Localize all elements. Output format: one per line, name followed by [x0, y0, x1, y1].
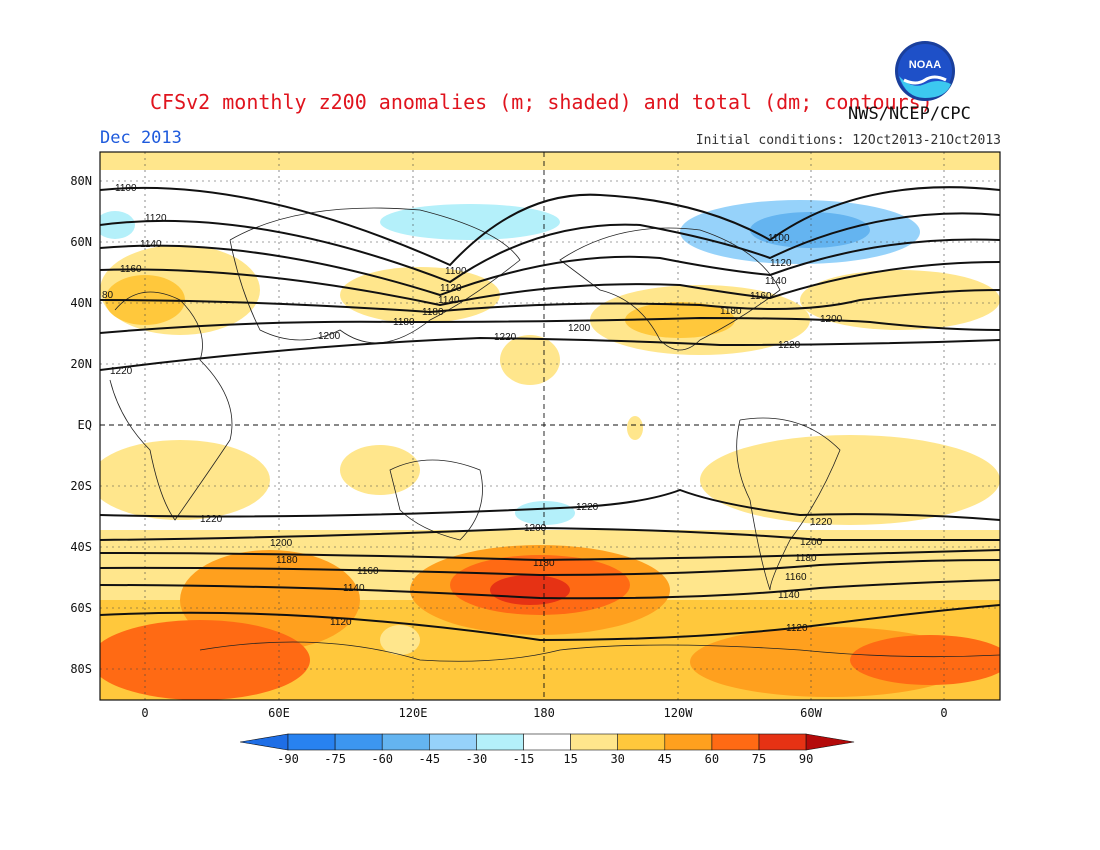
contour-label: 1100 — [445, 266, 467, 277]
contour-label: 1200 — [270, 538, 293, 549]
contour-label: 1140 — [343, 583, 365, 594]
contour-label: 1180 — [393, 317, 415, 328]
contour-label: 1160 — [750, 291, 772, 302]
lon-label-0-east: 0 — [940, 706, 948, 720]
contour-label: 1200 — [524, 523, 547, 534]
colorbar-cell — [617, 733, 666, 751]
colorbar-tick-label: -15 — [512, 752, 535, 766]
contour-label: 1180 — [533, 558, 555, 569]
month-label: Dec 2013 — [100, 128, 182, 148]
colorbar-arrow-high — [805, 733, 855, 751]
colorbar-tick-label: -45 — [418, 752, 441, 766]
colorbar-cell — [287, 733, 336, 751]
initial-conditions-label: Initial conditions: 12Oct2013-21Oct2013 — [695, 133, 1001, 148]
contour-label: 1200 — [820, 314, 843, 325]
lon-label-60e: 60E — [268, 706, 290, 720]
colorbar-arrow-low — [240, 733, 289, 751]
colorbar-cell — [334, 733, 383, 751]
colorbar-cell — [664, 733, 713, 751]
lon-label-120e: 120E — [398, 706, 428, 720]
contour-label: 1220 — [200, 514, 223, 525]
colorbar-tick-label: 15 — [563, 752, 578, 766]
colorbar-tick-label: 30 — [610, 752, 625, 766]
contour-label: 1120 — [440, 283, 462, 294]
colorbar-tick-label: -75 — [324, 752, 346, 766]
lat-label-20n: 20N — [70, 357, 92, 371]
contour-label: 1200 — [568, 323, 591, 334]
lat-label-40s: 40S — [70, 540, 92, 554]
lon-label-0: 0 — [141, 706, 149, 720]
contour-label: 1160 — [357, 566, 379, 577]
map-frame — [99, 151, 1001, 701]
colorbar-cell — [570, 733, 619, 751]
contour-label: 1140 — [778, 590, 800, 601]
colorbar-tick-label: 45 — [657, 752, 673, 766]
colorbar-cell — [476, 733, 524, 751]
contour-label: 1220 — [494, 332, 517, 343]
contour-label: 1120 — [770, 258, 792, 269]
colorbar-cell — [429, 733, 477, 751]
agency-label: NWS/NCEP/CPC — [848, 104, 971, 124]
colorbar-tick-label: 60 — [704, 752, 720, 766]
lat-label-60s: 60S — [70, 601, 92, 615]
colorbar-cell — [523, 733, 571, 751]
contour-label: 80 — [102, 290, 114, 301]
contour-label: 1120 — [330, 617, 352, 628]
colorbar-tick-label: 90 — [798, 752, 814, 766]
noaa-logo: NOAA — [895, 41, 955, 101]
contour-label: 1220 — [778, 340, 801, 351]
lon-label-60w: 60W — [800, 706, 822, 720]
contour-label: 1100 — [115, 183, 137, 194]
lon-label-120w: 120W — [663, 706, 693, 720]
colorbar-cell — [711, 733, 760, 751]
colorbar-cell — [758, 733, 807, 751]
contour-label: 1200 — [800, 537, 823, 548]
lat-label-20s: 20S — [70, 479, 92, 493]
colorbar-tick-label: -60 — [371, 752, 394, 766]
contour-label: 1120 — [145, 213, 167, 224]
contour-label: 1120 — [786, 623, 808, 634]
lon-label-180: 180 — [533, 706, 555, 720]
contour-label: 1220 — [576, 502, 599, 513]
colorbar-tick-label: -90 — [277, 752, 299, 766]
lat-label-80s: 80S — [70, 662, 92, 676]
logo-text: NOAA — [909, 59, 941, 71]
lat-label-eq: EQ — [77, 418, 92, 432]
contour-label: 1100 — [768, 233, 790, 244]
lat-label-40n: 40N — [70, 296, 92, 310]
contour-label: 1160 — [785, 572, 807, 583]
lat-label-60n: 60N — [70, 235, 92, 249]
contour-label: 1140 — [765, 276, 787, 287]
contour-label: 1160 — [120, 264, 142, 275]
contour-label: 1140 — [140, 239, 162, 250]
colorbar-tick-label: 75 — [751, 752, 767, 766]
contour-label: 1180 — [795, 553, 817, 564]
chart-title: CFSv2 monthly z200 anomalies (m; shaded)… — [150, 90, 933, 114]
contour-label: 1220 — [110, 366, 133, 377]
contour-label: 1180 — [720, 306, 742, 317]
colorbar-cell — [381, 733, 430, 751]
contour-label: 1200 — [318, 331, 341, 342]
contour-label: 1220 — [810, 517, 833, 528]
lat-label-80n: 80N — [70, 174, 92, 188]
colorbar-tick-label: -30 — [465, 752, 488, 766]
contour-label: 1180 — [276, 555, 298, 566]
colorbar — [240, 733, 855, 751]
contour-label: 1180 — [422, 307, 444, 318]
contour-label: 1140 — [438, 295, 460, 306]
